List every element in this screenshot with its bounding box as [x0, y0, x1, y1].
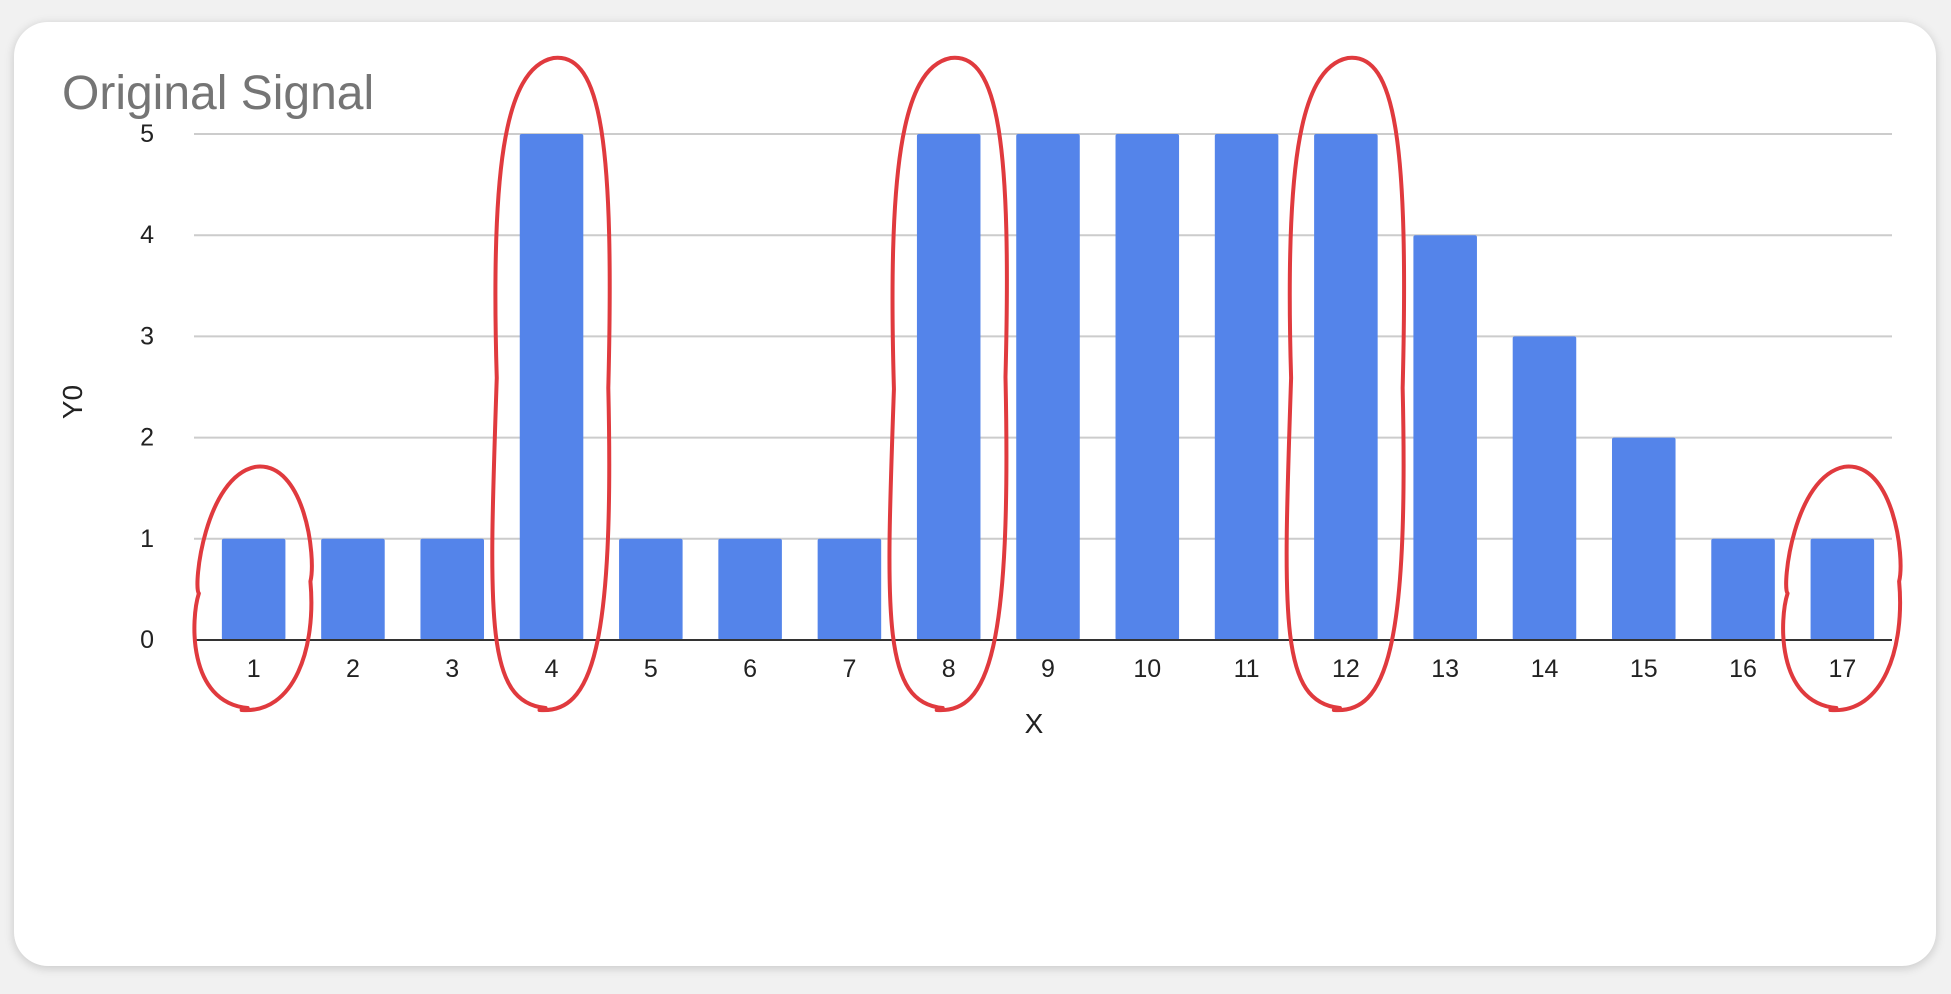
x-tick-label: 17: [1828, 655, 1856, 683]
x-tick-label: 3: [445, 655, 459, 683]
bar: [1115, 134, 1180, 640]
y-tick-label: 2: [140, 424, 154, 452]
x-tick-label: 11: [1234, 655, 1260, 683]
x-tick-label: 5: [644, 655, 658, 683]
y-tick-label: 4: [140, 221, 154, 249]
red-circle-annotation: [192, 464, 314, 713]
x-tick-label: 4: [545, 655, 559, 683]
red-circle-annotation: [887, 55, 1009, 713]
red-circle-annotation: [1284, 55, 1407, 713]
chart-card: Original Signal 0 1 2 3 4 5 1 2 3 4 5 6 7 8 9 10 11 12 13 1…: [14, 22, 1936, 966]
x-tick-label: 10: [1133, 655, 1161, 683]
bar: [1314, 134, 1378, 640]
y-tick-label: 1: [140, 525, 154, 553]
bar: [519, 134, 584, 640]
x-tick-label: 15: [1630, 655, 1658, 683]
y-axis-title: Y0: [57, 385, 88, 419]
x-tick-label: 12: [1332, 655, 1360, 683]
bar: [1413, 235, 1477, 640]
y-tick-label: 3: [140, 322, 154, 350]
x-tick-label: 7: [842, 655, 856, 683]
red-circle-annotation: [1781, 464, 1903, 713]
bar: [718, 538, 782, 640]
bar: [1214, 134, 1279, 640]
bar: [221, 538, 286, 640]
bar: [817, 538, 882, 640]
y-tick-label: 0: [140, 626, 154, 654]
x-tick-label: 9: [1041, 655, 1055, 683]
bar: [619, 538, 683, 640]
x-tick-label: 14: [1531, 655, 1559, 683]
bar: [321, 538, 385, 640]
bar: [1016, 134, 1080, 640]
red-circle-annotation: [490, 55, 612, 713]
bar: [420, 538, 485, 640]
bar: [916, 134, 981, 640]
x-tick-label: 8: [942, 655, 956, 683]
chart-title: Original Signal: [62, 67, 375, 120]
x-tick-label: 13: [1431, 655, 1459, 683]
bar: [1711, 538, 1775, 640]
bar: [1512, 336, 1577, 640]
y-tick-label: 5: [140, 120, 154, 148]
x-tick-label: 2: [346, 655, 360, 683]
bar: [1611, 437, 1676, 640]
x-tick-label: 6: [743, 655, 757, 683]
x-tick-label: 1: [247, 655, 261, 683]
x-tick-label: 16: [1729, 655, 1757, 683]
bar: [1810, 538, 1875, 640]
x-axis-title: X: [1025, 708, 1044, 739]
